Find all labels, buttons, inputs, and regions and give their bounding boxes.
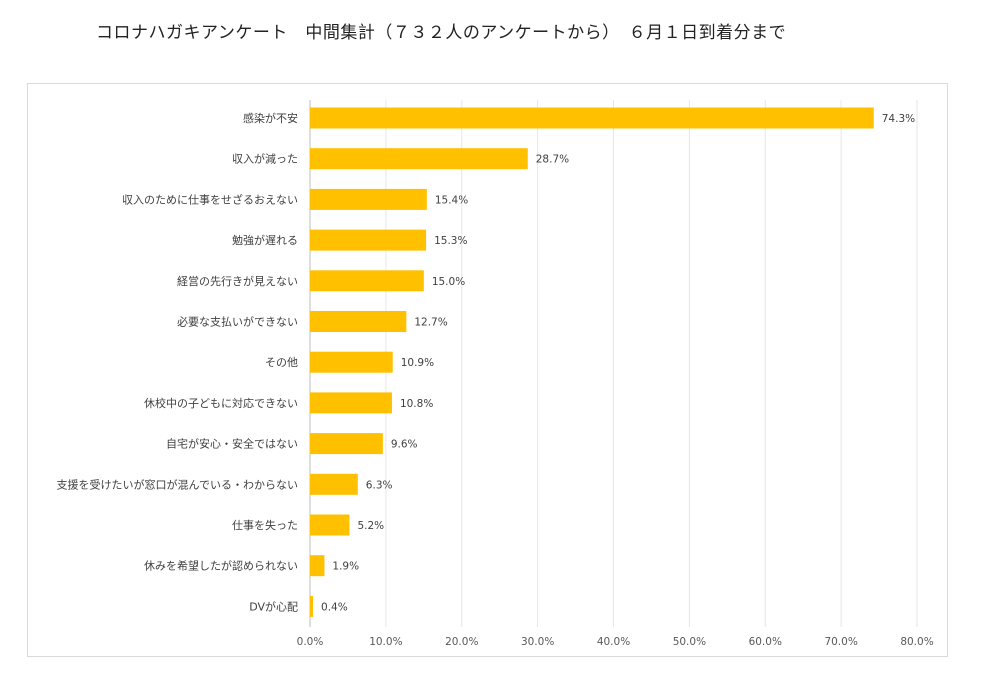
x-tick-label: 40.0%: [597, 636, 630, 648]
chart-title: コロナハガキアンケート 中間集計（７３２人のアンケートから） ６月１日到着分まで: [96, 23, 787, 43]
bar: [310, 107, 874, 129]
data-label: 15.3%: [434, 235, 467, 247]
data-label: 15.0%: [432, 276, 465, 288]
x-tick-label: 0.0%: [297, 636, 324, 648]
bar: [310, 392, 392, 414]
x-tick-label: 10.0%: [369, 636, 402, 648]
data-label: 74.3%: [882, 113, 915, 125]
data-label: 0.4%: [321, 601, 348, 613]
data-label: 28.7%: [536, 154, 569, 166]
category-label: 支援を受けたいが窓口が混んでいる・わからない: [57, 477, 298, 491]
category-label: 休みを希望したが認められない: [144, 559, 298, 573]
bar: [310, 311, 407, 332]
data-label: 1.9%: [332, 561, 359, 573]
category-label: 必要な支払いができない: [177, 315, 298, 329]
category-label: 仕事を失った: [232, 519, 298, 532]
bar: [310, 514, 350, 536]
x-tick-label: 70.0%: [824, 636, 857, 648]
category-label: 勉強が遅れる: [232, 233, 298, 247]
chart-frame: [27, 83, 948, 657]
category-label: DVが心配: [249, 599, 298, 613]
data-label: 6.3%: [366, 479, 393, 491]
x-tick-label: 50.0%: [673, 636, 706, 648]
x-tick-label: 60.0%: [749, 636, 782, 648]
bar: [310, 270, 424, 292]
data-label: 12.7%: [414, 317, 447, 329]
category-label: 感染が不安: [243, 111, 298, 125]
category-label: その他: [265, 356, 298, 369]
bar: [310, 229, 427, 251]
x-tick-label: 20.0%: [445, 636, 478, 648]
category-label: 収入のために仕事をせざるおえない: [122, 192, 298, 206]
bar: [310, 188, 427, 210]
category-label: 経営の先行きが見えない: [177, 274, 298, 288]
bar: [310, 595, 314, 617]
x-tick-label: 30.0%: [521, 636, 554, 648]
bar: [310, 351, 393, 373]
data-label: 15.4%: [435, 194, 468, 206]
x-tick-label: 80.0%: [900, 636, 933, 648]
category-label: 収入が減った: [232, 152, 298, 166]
category-label: 自宅が安心・安全ではない: [166, 437, 298, 451]
data-label: 9.6%: [391, 439, 418, 451]
data-label: 5.2%: [357, 520, 384, 532]
bar: [310, 433, 383, 455]
bar: [310, 148, 528, 170]
bar: [310, 473, 358, 495]
category-label: 休校中の子どもに対応できない: [144, 396, 298, 410]
bar: [310, 555, 325, 577]
data-label: 10.8%: [400, 398, 433, 410]
data-label: 10.9%: [401, 357, 434, 369]
